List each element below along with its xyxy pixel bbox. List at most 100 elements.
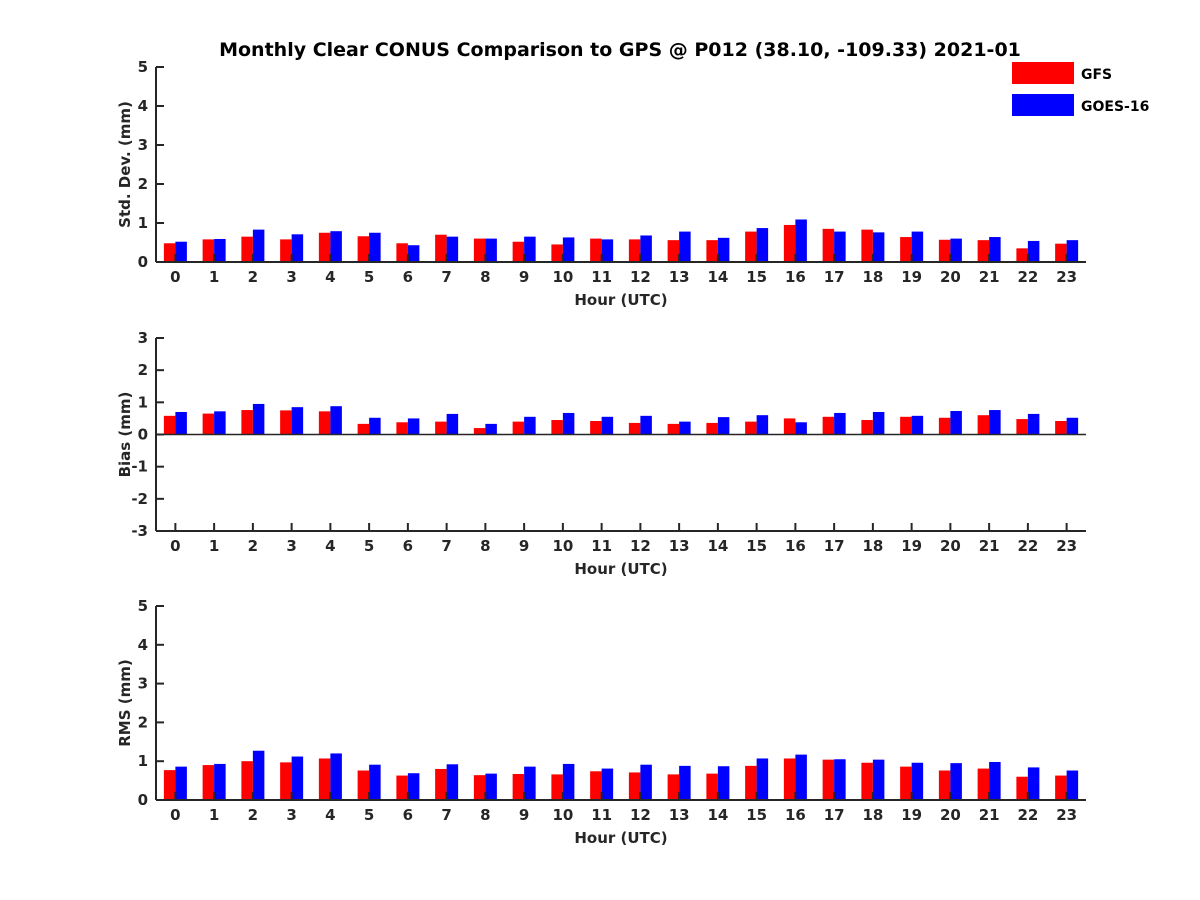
legend-swatch-gfs — [1012, 62, 1074, 84]
rms-bar-gfs-9 — [512, 774, 525, 800]
std-bar-gfs-10 — [551, 244, 563, 262]
bias-bar-gfs-16 — [783, 418, 796, 435]
bias-bar-goes16-23 — [1066, 417, 1079, 435]
std-bar-goes16-17 — [834, 231, 846, 262]
bias-xtick-label: 13 — [669, 537, 690, 555]
bias-xtick-label: 23 — [1056, 537, 1077, 555]
std-xtick-label: 18 — [862, 268, 883, 286]
rms-y-axis-label: RMS (mm) — [116, 659, 134, 746]
std-xtick-label: 16 — [785, 268, 806, 286]
std-bar-gfs-0 — [163, 243, 176, 262]
rms-xtick-label: 12 — [630, 806, 651, 824]
std-bar-goes16-15 — [756, 228, 769, 262]
std-bar-gfs-6 — [396, 243, 408, 262]
std-xtick-label: 22 — [1017, 268, 1038, 286]
rms-bar-goes16-10 — [562, 763, 575, 800]
std-xtick-label: 19 — [901, 268, 922, 286]
rms-bar-goes16-1 — [214, 763, 226, 800]
std-xtick-label: 6 — [403, 268, 413, 286]
bias-bar-goes16-7 — [446, 413, 459, 435]
std-bar-gfs-13 — [667, 240, 680, 262]
rms-xtick-label: 14 — [707, 806, 728, 824]
rms-bar-gfs-16 — [783, 758, 796, 800]
bias-xtick-label: 11 — [591, 537, 612, 555]
bias-bar-goes16-12 — [640, 415, 652, 435]
std-bar-gfs-12 — [628, 239, 641, 262]
bias-bar-goes16-8 — [485, 423, 497, 435]
bias-xtick-label: 8 — [480, 537, 490, 555]
rms-bar-goes16-3 — [291, 756, 304, 800]
rms-xtick-label: 19 — [901, 806, 922, 824]
rms-bar-gfs-3 — [280, 762, 292, 800]
std-bar-goes16-12 — [640, 235, 652, 262]
rms-bar-gfs-20 — [938, 770, 951, 800]
std-bar-goes16-20 — [950, 238, 962, 262]
rms-bar-goes16-20 — [950, 763, 962, 800]
rms-bar-goes16-22 — [1027, 767, 1040, 800]
bias-bar-gfs-5 — [357, 423, 370, 435]
rms-bar-goes16-16 — [795, 754, 807, 800]
rms-xtick-label: 21 — [979, 806, 1000, 824]
bias-x-axis-label: Hour (UTC) — [574, 560, 667, 578]
rms-bar-goes16-9 — [524, 766, 536, 800]
rms-xtick-label: 3 — [286, 806, 296, 824]
bias-xtick-label: 4 — [325, 537, 335, 555]
std-xtick-label: 12 — [630, 268, 651, 286]
rms-bar-goes16-19 — [911, 762, 924, 800]
bias-ytick-label: -1 — [131, 458, 148, 476]
std-bar-gfs-4 — [318, 232, 331, 262]
bias-bar-goes16-22 — [1027, 413, 1040, 435]
rms-bar-goes16-14 — [717, 766, 730, 800]
std-ytick-label: 2 — [138, 175, 148, 193]
std-bar-gfs-7 — [435, 234, 447, 262]
bias-bar-gfs-20 — [938, 417, 951, 435]
rms-bar-goes16-11 — [601, 768, 614, 800]
rms-bar-goes16-17 — [834, 759, 846, 800]
rms-bar-goes16-4 — [330, 753, 342, 800]
rms-bar-gfs-23 — [1055, 775, 1067, 800]
std-xtick-label: 5 — [364, 268, 374, 286]
rms-xtick-label: 0 — [170, 806, 180, 824]
rms-bar-goes16-18 — [872, 759, 885, 800]
bias-xtick-label: 5 — [364, 537, 374, 555]
std-xtick-label: 10 — [552, 268, 573, 286]
rms-bar-gfs-17 — [822, 759, 835, 800]
legend-label-gfs: GFS — [1081, 67, 1112, 83]
bias-xtick-label: 0 — [170, 537, 180, 555]
bias-bar-goes16-14 — [717, 417, 730, 435]
rms-xtick-label: 5 — [364, 806, 374, 824]
std-bar-gfs-21 — [977, 240, 990, 262]
bias-bar-goes16-16 — [795, 422, 807, 435]
rms-bar-goes16-15 — [756, 758, 769, 800]
std-bar-goes16-10 — [562, 237, 575, 262]
std-bar-goes16-9 — [524, 236, 536, 262]
bias-bar-goes16-5 — [369, 417, 381, 435]
rms-bar-gfs-12 — [628, 772, 641, 800]
std-xtick-label: 7 — [441, 268, 451, 286]
bias-xtick-label: 2 — [248, 537, 258, 555]
rms-bar-goes16-23 — [1066, 770, 1079, 800]
std-xtick-label: 9 — [519, 268, 529, 286]
bias-xtick-label: 20 — [940, 537, 961, 555]
std-bar-goes16-5 — [369, 232, 381, 262]
rms-x-axis-label: Hour (UTC) — [574, 829, 667, 847]
bias-bar-goes16-20 — [950, 411, 962, 435]
bias-xtick-label: 7 — [441, 537, 451, 555]
rms-bar-goes16-6 — [407, 773, 420, 800]
rms-bar-goes16-8 — [485, 773, 497, 800]
rms-xtick-label: 17 — [824, 806, 845, 824]
rms-bar-goes16-21 — [989, 761, 1001, 800]
std-xtick-label: 14 — [707, 268, 728, 286]
std-bar-goes16-14 — [717, 237, 730, 262]
std-bar-goes16-11 — [601, 239, 614, 262]
bias-bar-goes16-3 — [291, 407, 304, 435]
bias-xtick-label: 19 — [901, 537, 922, 555]
rms-ytick-label: 0 — [138, 791, 148, 809]
bias-xtick-label: 16 — [785, 537, 806, 555]
rms-bar-gfs-5 — [357, 770, 370, 800]
rms-xtick-label: 1 — [209, 806, 219, 824]
std-bar-goes16-13 — [679, 231, 691, 262]
rms-bar-goes16-7 — [446, 764, 459, 800]
rms-ytick-label: 4 — [138, 636, 148, 654]
